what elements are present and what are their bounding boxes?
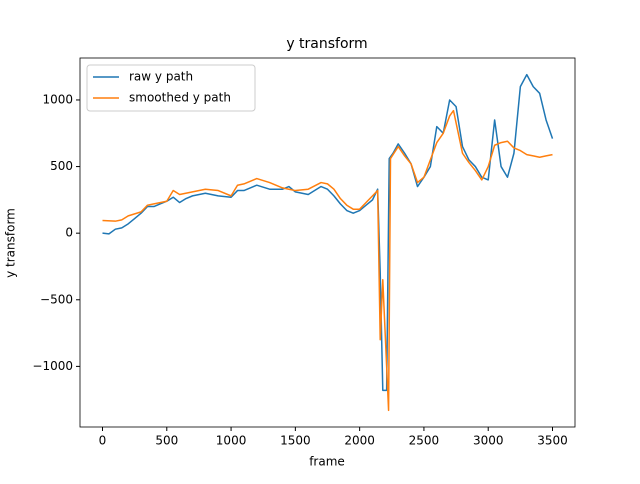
x-tick-label: 2500 [409,434,440,448]
x-tick-label: 500 [155,434,178,448]
plot-frame [79,57,576,428]
legend-box [86,64,256,112]
legend-label: raw y path [129,70,193,84]
y-axis-label: y transform [4,208,18,278]
y-tick-label: −1000 [32,359,73,373]
y-tick-label: −500 [40,292,73,306]
y-tick-label: 0 [65,226,73,240]
x-tick-label: 1500 [280,434,311,448]
chart-title: y transform [286,36,367,52]
legend-label: smoothed y path [129,91,231,105]
x-tick-label: 2000 [344,434,375,448]
y-tick-label: 1000 [42,92,73,106]
x-tick-label: 1000 [216,434,247,448]
x-tick-label: 3000 [473,434,504,448]
data-line [102,109,553,412]
x-tick-label: 0 [99,434,107,448]
x-tick-label: 3500 [537,434,568,448]
data-line [102,73,554,392]
x-axis-label: frame [309,455,345,469]
y-tick-label: 500 [50,159,73,173]
